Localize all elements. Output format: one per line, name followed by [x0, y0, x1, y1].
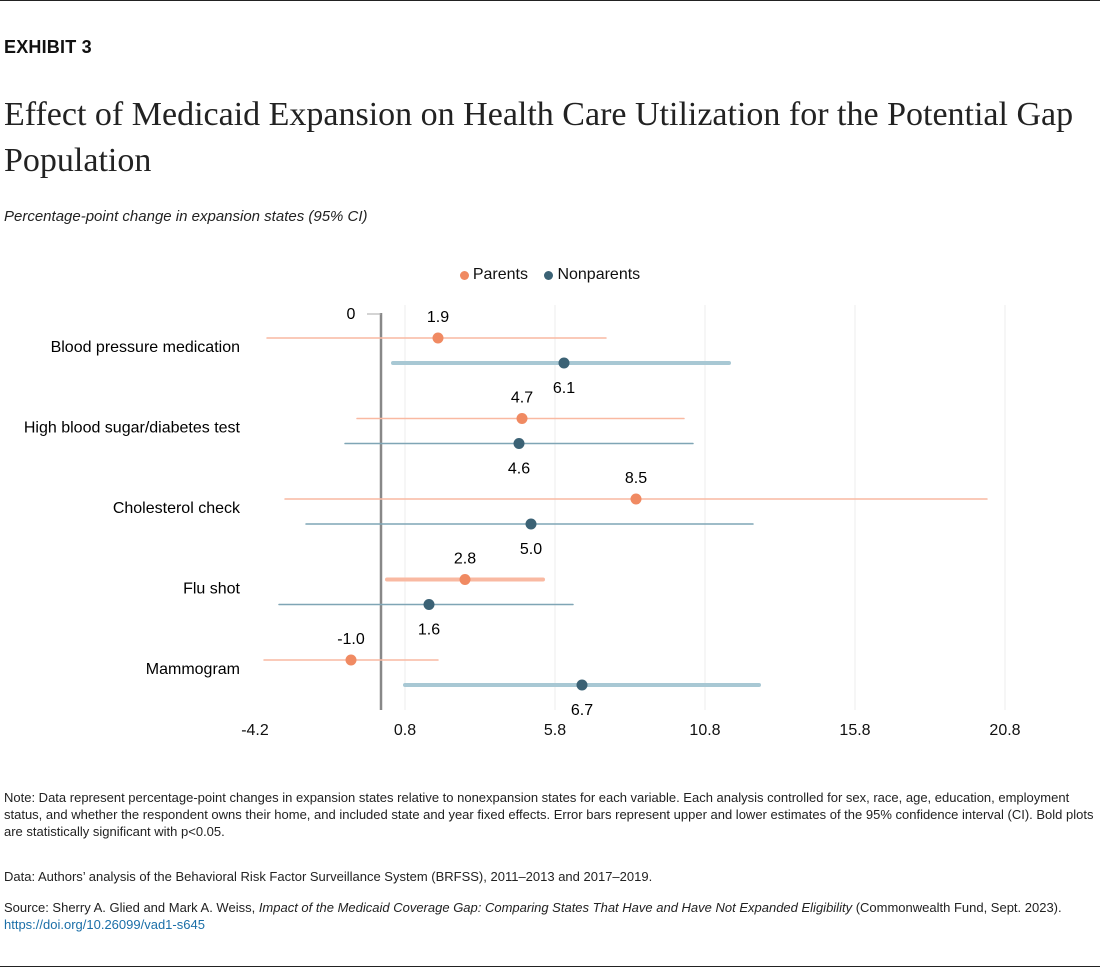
- category-label: Flu shot: [183, 581, 240, 598]
- legend-parents: Parents: [459, 266, 528, 284]
- zero-label: 0: [347, 306, 356, 323]
- top-rule: [0, 0, 1100, 1]
- data-label: 6.7: [571, 702, 593, 719]
- note-text: Note: Data represent percentage-point ch…: [4, 790, 1094, 839]
- chart-plot: -4.2 0.8 5.8 10.8 15.8 20.8 0 Blood pressure me…: [24, 305, 1021, 739]
- x-tick-label: 0.8: [394, 722, 416, 739]
- data-text: Data: Authors’ analysis of the Behaviora…: [4, 869, 653, 884]
- x-tick-label: 15.8: [839, 722, 870, 739]
- point-nonparents: [525, 518, 537, 530]
- chart-subtitle: Percentage-point change in expansion sta…: [4, 208, 368, 225]
- legend-label: Nonparents: [557, 266, 641, 283]
- point-parents: [432, 332, 444, 344]
- data-label: 4.6: [508, 461, 530, 478]
- point-parents: [516, 413, 528, 424]
- x-tick-label: -4.2: [241, 722, 269, 739]
- source-title: Impact of the Medicaid Coverage Gap: Com…: [258, 900, 853, 915]
- data-label: 4.7: [511, 390, 533, 407]
- category-label: Blood pressure medication: [51, 339, 240, 356]
- category-label: Mammogram: [146, 661, 240, 678]
- x-tick-label: 20.8: [989, 722, 1020, 739]
- data-label: 5.0: [520, 541, 542, 558]
- point-nonparents: [558, 357, 570, 369]
- data-label: -1.0: [337, 631, 365, 648]
- point-nonparents: [513, 438, 525, 449]
- point-parents: [630, 493, 642, 505]
- legend-nonparents: Nonparents: [544, 266, 640, 284]
- category-label: Cholesterol check: [113, 500, 241, 517]
- x-tick-label: 5.8: [544, 722, 566, 739]
- data-label: 1.9: [427, 309, 449, 326]
- point-parents: [345, 654, 357, 666]
- doi-link[interactable]: https://doi.org/10.26099/vad1-s645: [4, 917, 205, 932]
- data-label: 1.6: [418, 622, 440, 639]
- point-parents: [459, 574, 471, 585]
- chart-title: Effect of Medicaid Expansion on Health C…: [4, 96, 1074, 179]
- legend-label: Parents: [472, 266, 528, 283]
- x-tick-label: 10.8: [689, 722, 720, 739]
- source-text: Source: Sherry A. Glied and Mark A. Weis…: [4, 899, 1094, 933]
- data-label: 2.8: [454, 551, 476, 568]
- point-nonparents: [423, 599, 435, 610]
- legend: Parents Nonparents: [0, 266, 1100, 285]
- point-nonparents: [576, 679, 588, 691]
- nonparents-dot-icon: [544, 270, 554, 280]
- parents-dot-icon: [459, 270, 469, 280]
- source-prefix: Source: Sherry A. Glied and Mark A. Weis…: [4, 900, 259, 915]
- source-suffix: (Commonwealth Fund, Sept. 2023).: [852, 900, 1062, 915]
- category-label: High blood sugar/diabetes test: [24, 420, 241, 437]
- data-label: 6.1: [553, 380, 575, 397]
- bottom-rule: [0, 966, 1100, 967]
- data-label: 8.5: [625, 470, 647, 487]
- exhibit-label: EXHIBIT 3: [4, 37, 92, 57]
